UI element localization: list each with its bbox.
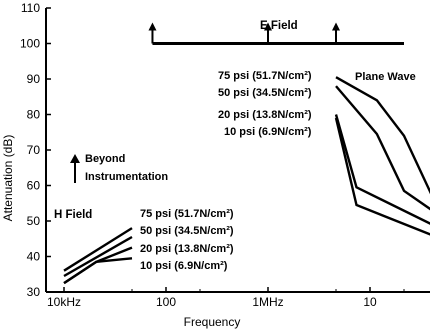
- beyond-label-line2: Instrumentation: [85, 171, 168, 183]
- h-field-series-line-1: [63, 235, 133, 278]
- plane-wave-series-line-0: [335, 76, 430, 195]
- h-field-series-line-3: [63, 257, 133, 285]
- plane-wave-series-line-3: [334, 117, 430, 236]
- plane-wave-group: [334, 76, 430, 236]
- y-tick-label: 100: [20, 37, 40, 51]
- y-axis-label: Attenuation (dB): [1, 135, 15, 222]
- x-axis-ticks: 10kHz1001MHz101001GHz: [47, 287, 405, 309]
- h-series-label-10psi: 10 psi (6.9N/cm²): [140, 260, 228, 272]
- h-series-label-20psi: 20 psi (13.8N/cm²): [140, 243, 234, 255]
- x-tick-label: 10: [363, 295, 377, 309]
- y-tick-label: 40: [27, 250, 41, 264]
- h-series-label-50psi: 50 psi (34.5N/cm²): [140, 225, 234, 237]
- y-tick-label: 80: [27, 108, 41, 122]
- plane-series-label-10psi: 10 psi (6.9N/cm²): [224, 126, 312, 138]
- y-tick-label: 30: [27, 285, 41, 299]
- e-field-arrow-head: [148, 22, 157, 31]
- x-tick-label: 1MHz: [252, 295, 283, 309]
- beyond-label-line1: Beyond: [85, 153, 125, 165]
- plane-series-label-20psi: 20 psi (13.8N/cm²): [218, 109, 312, 121]
- axes: [45, 8, 430, 293]
- plane-wave-series-line-2: [334, 114, 430, 225]
- y-tick-label: 60: [27, 179, 41, 193]
- plane-wave-series-line-1: [335, 85, 430, 211]
- e-field-label: E Field: [260, 20, 298, 32]
- h-field-series-line-0: [63, 227, 133, 272]
- h-field-label: H Field: [54, 209, 92, 221]
- x-tick-label: 100: [156, 295, 176, 309]
- y-axis-ticks: 30 40 50 60 70 80 90 100 110: [20, 1, 51, 299]
- beyond-arrow-head: [70, 154, 80, 163]
- y-tick-label: 90: [27, 72, 41, 86]
- e-field-arrow-head: [332, 22, 340, 31]
- plane-wave-label: Plane Wave: [355, 71, 416, 83]
- e-field-group: [148, 22, 404, 45]
- x-axis-label: Frequency: [184, 315, 241, 329]
- h-field-group: [63, 227, 133, 285]
- plane-series-label-75psi: 75 psi (51.7N/cm²): [218, 70, 312, 82]
- plane-series-label-50psi: 50 psi (34.5N/cm²): [218, 87, 312, 99]
- y-tick-label: 70: [27, 143, 41, 157]
- e-field-arrow-head: [264, 22, 272, 31]
- y-tick-label: 50: [27, 214, 41, 228]
- x-tick-label: 10kHz: [47, 295, 81, 309]
- beyond-instrumentation-group: [70, 154, 80, 183]
- y-tick-label: 110: [21, 1, 40, 15]
- h-series-label-75psi: 75 psi (51.7N/cm²): [140, 208, 234, 220]
